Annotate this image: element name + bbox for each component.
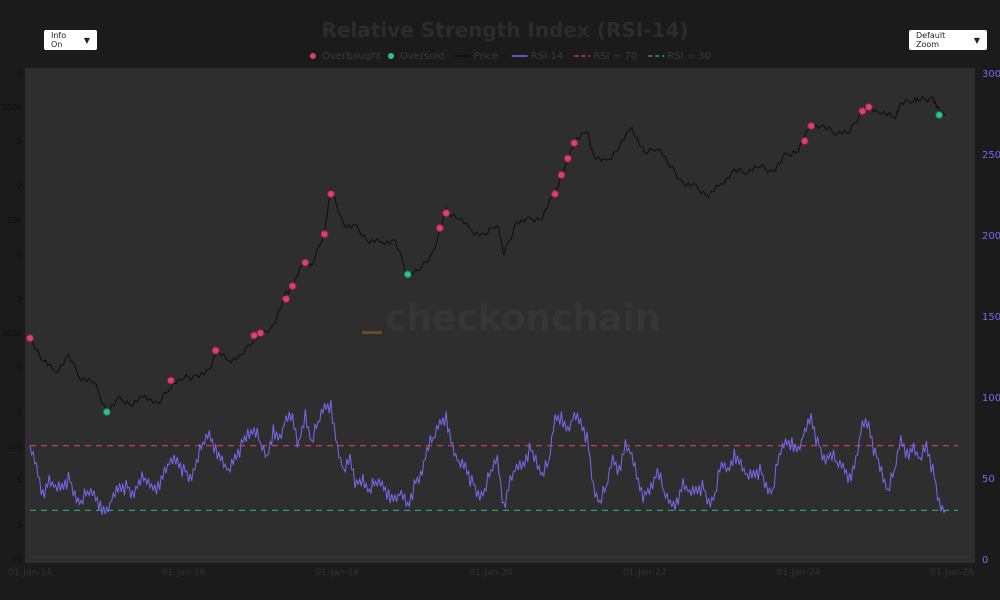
overbought-marker [288, 282, 297, 291]
overbought-marker [166, 376, 175, 385]
legend-label: RSI-14 [531, 51, 564, 62]
overbought-marker [26, 334, 34, 343]
overbought-marker [800, 137, 809, 146]
legend-label: RSI = 70 [593, 51, 637, 62]
y-right-tick: 0 [982, 555, 988, 566]
y-right-tick: 150 [982, 312, 1000, 323]
rsi-14-series [29, 400, 946, 515]
overbought-marker [807, 121, 816, 130]
y-left-tick: 2 [17, 182, 22, 191]
x-tick: 01-Jan-22 [623, 568, 667, 578]
y-left-tick: 2 [17, 408, 22, 417]
legend-item[interactable]: Price [454, 51, 498, 62]
x-tick: 01-Jan-14 [8, 568, 52, 578]
oversold-marker [102, 407, 111, 416]
chart-title: Relative Strength Index (RSI-14) [321, 18, 688, 42]
oversold-marker [403, 270, 412, 279]
x-tick: 01-Jan-16 [162, 568, 206, 578]
overbought-marker [557, 171, 566, 180]
legend-label: Overbought [322, 51, 382, 62]
y-left-tick: 2 [17, 295, 22, 304]
overbought-marker [858, 107, 867, 116]
overbought-marker [563, 154, 572, 163]
x-tick: 01-Jan-18 [315, 568, 359, 578]
y-right-tick: 50 [982, 474, 995, 485]
info-dropdown[interactable]: Info On ▼ [44, 30, 97, 50]
y-left-tick: 2 [17, 69, 22, 78]
overbought-marker [250, 331, 259, 340]
zoom-dropdown[interactable]: Default Zoom ▼ [909, 30, 987, 50]
y-left-tick: 100k [2, 103, 22, 112]
legend-item[interactable]: Overbought [310, 51, 382, 62]
legend-label: RSI = 30 [667, 51, 711, 62]
y-left-tick: 100 [7, 442, 22, 451]
y-left-tick: 5 [17, 476, 22, 485]
x-tick: 01-Jan-24 [776, 568, 820, 578]
legend-item[interactable]: RSI = 70 [574, 51, 637, 62]
legend-item[interactable]: RSI-14 [511, 51, 564, 62]
legend: Overbought Oversold Price RSI-14 RSI = 70 RSI… [310, 51, 711, 62]
info-dropdown-label: Info On [51, 31, 67, 49]
y-left-tick: 5 [17, 137, 22, 146]
overbought-marker [442, 209, 451, 218]
zoom-dropdown-label: Default Zoom [916, 31, 946, 49]
overbought-marker [282, 294, 291, 303]
legend-marker-icon [310, 53, 316, 59]
overbought-marker [570, 139, 579, 148]
y-right-tick: 300 [982, 69, 1000, 80]
overbought-marker [864, 103, 873, 112]
overbought-marker [211, 346, 220, 355]
y-right-tick: 200 [982, 231, 1000, 242]
y-right-tick: 250 [982, 150, 1000, 161]
x-tick: 01-Jan-20 [469, 568, 513, 578]
overbought-marker [326, 189, 335, 198]
watermark: checkonchain [385, 298, 660, 339]
overbought-marker [320, 230, 329, 239]
oversold-marker [935, 110, 944, 119]
legend-label: Price [474, 51, 498, 62]
overbought-marker [256, 329, 265, 338]
overbought-marker [551, 189, 560, 198]
legend-label: Oversold [400, 51, 445, 62]
y-left-tick: 1000 [2, 329, 22, 338]
y-left-tick: 10 [12, 555, 22, 564]
overbought-marker [301, 258, 310, 267]
x-tick: 01-Jan-26 [930, 568, 974, 578]
caret-down-icon: ▼ [973, 35, 980, 45]
y-left-tick: 5 [17, 250, 22, 259]
plot-area [25, 68, 975, 563]
y-left-tick: 10k [7, 216, 22, 225]
legend-marker-icon [388, 53, 394, 59]
y-left-tick: 5 [17, 363, 22, 372]
y-right-tick: 100 [982, 393, 1000, 404]
legend-item[interactable]: Oversold [388, 51, 445, 62]
overbought-marker [435, 223, 444, 232]
y-left-tick: 2 [17, 521, 22, 530]
watermark-logo [362, 331, 382, 334]
legend-item[interactable]: RSI = 30 [648, 51, 711, 62]
price-series [29, 95, 946, 412]
caret-down-icon: ▼ [83, 35, 90, 45]
